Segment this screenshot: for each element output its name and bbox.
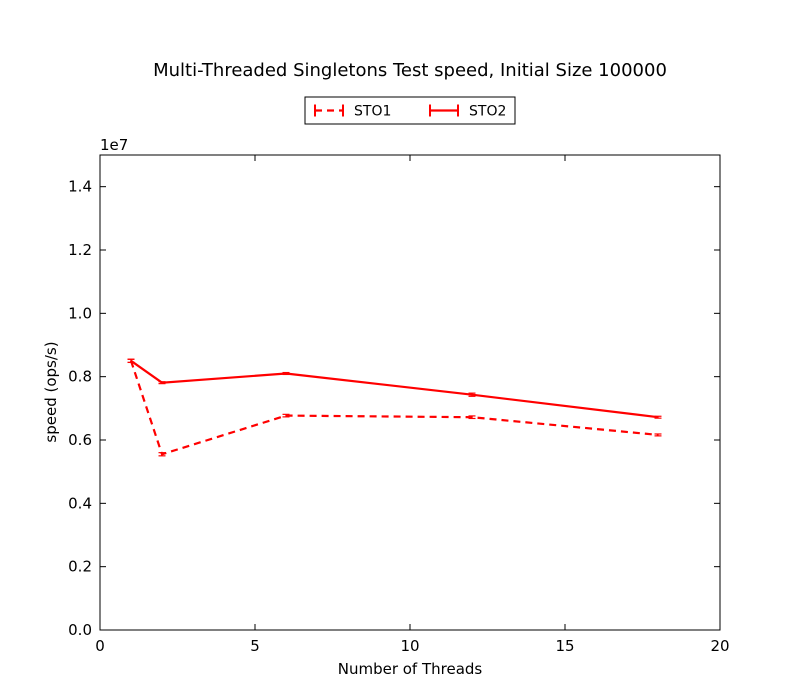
legend-item-sto1: STO1 <box>314 104 391 120</box>
data-point-sto2 <box>127 358 135 364</box>
x-tick-label: 10 <box>400 637 419 655</box>
x-tick-label: 5 <box>250 637 260 655</box>
y-tick-label: 1.2 <box>68 241 92 259</box>
y-axis-label: speed (ops/s) <box>42 341 60 442</box>
legend-item-sto2: STO2 <box>429 104 506 120</box>
x-tick-label: 20 <box>710 637 729 655</box>
y-tick-label: 0.6 <box>68 431 92 449</box>
chart-title: Multi-Threaded Singletons Test speed, In… <box>153 60 667 81</box>
legend-label: STO2 <box>469 104 506 120</box>
data-point-sto2 <box>468 392 476 397</box>
legend-label: STO1 <box>354 104 391 120</box>
plot-area: 0 5 10 15 20 0.0 0.2 0.4 0.6 0.8 1.0 1.2 1.4 <box>68 154 730 655</box>
y-tick-label: 1.4 <box>68 178 92 196</box>
x-axis-label: Number of Threads <box>338 660 483 678</box>
y-axis-multiplier: 1e7 <box>100 136 128 154</box>
y-tick-label: 0.2 <box>68 558 92 576</box>
y-tick-label: 1.0 <box>68 304 92 322</box>
data-point-sto1 <box>654 433 662 437</box>
x-tick-label: 15 <box>555 637 574 655</box>
y-tick-label: 0.8 <box>68 368 92 386</box>
legend: STO1 STO2 <box>304 96 516 125</box>
data-point-sto1 <box>468 415 476 420</box>
x-tick-label: 0 <box>95 637 105 655</box>
data-point-sto2 <box>654 415 662 419</box>
data-point-sto1 <box>282 413 290 418</box>
y-tick-label: 0.4 <box>68 494 92 512</box>
data-point-sto2 <box>158 381 166 385</box>
plot-frame <box>99 154 721 631</box>
data-point-sto2 <box>282 371 290 376</box>
data-point-sto1 <box>158 452 166 457</box>
series-line-sto2 <box>130 359 659 419</box>
y-tick-label: 0.0 <box>68 621 92 639</box>
